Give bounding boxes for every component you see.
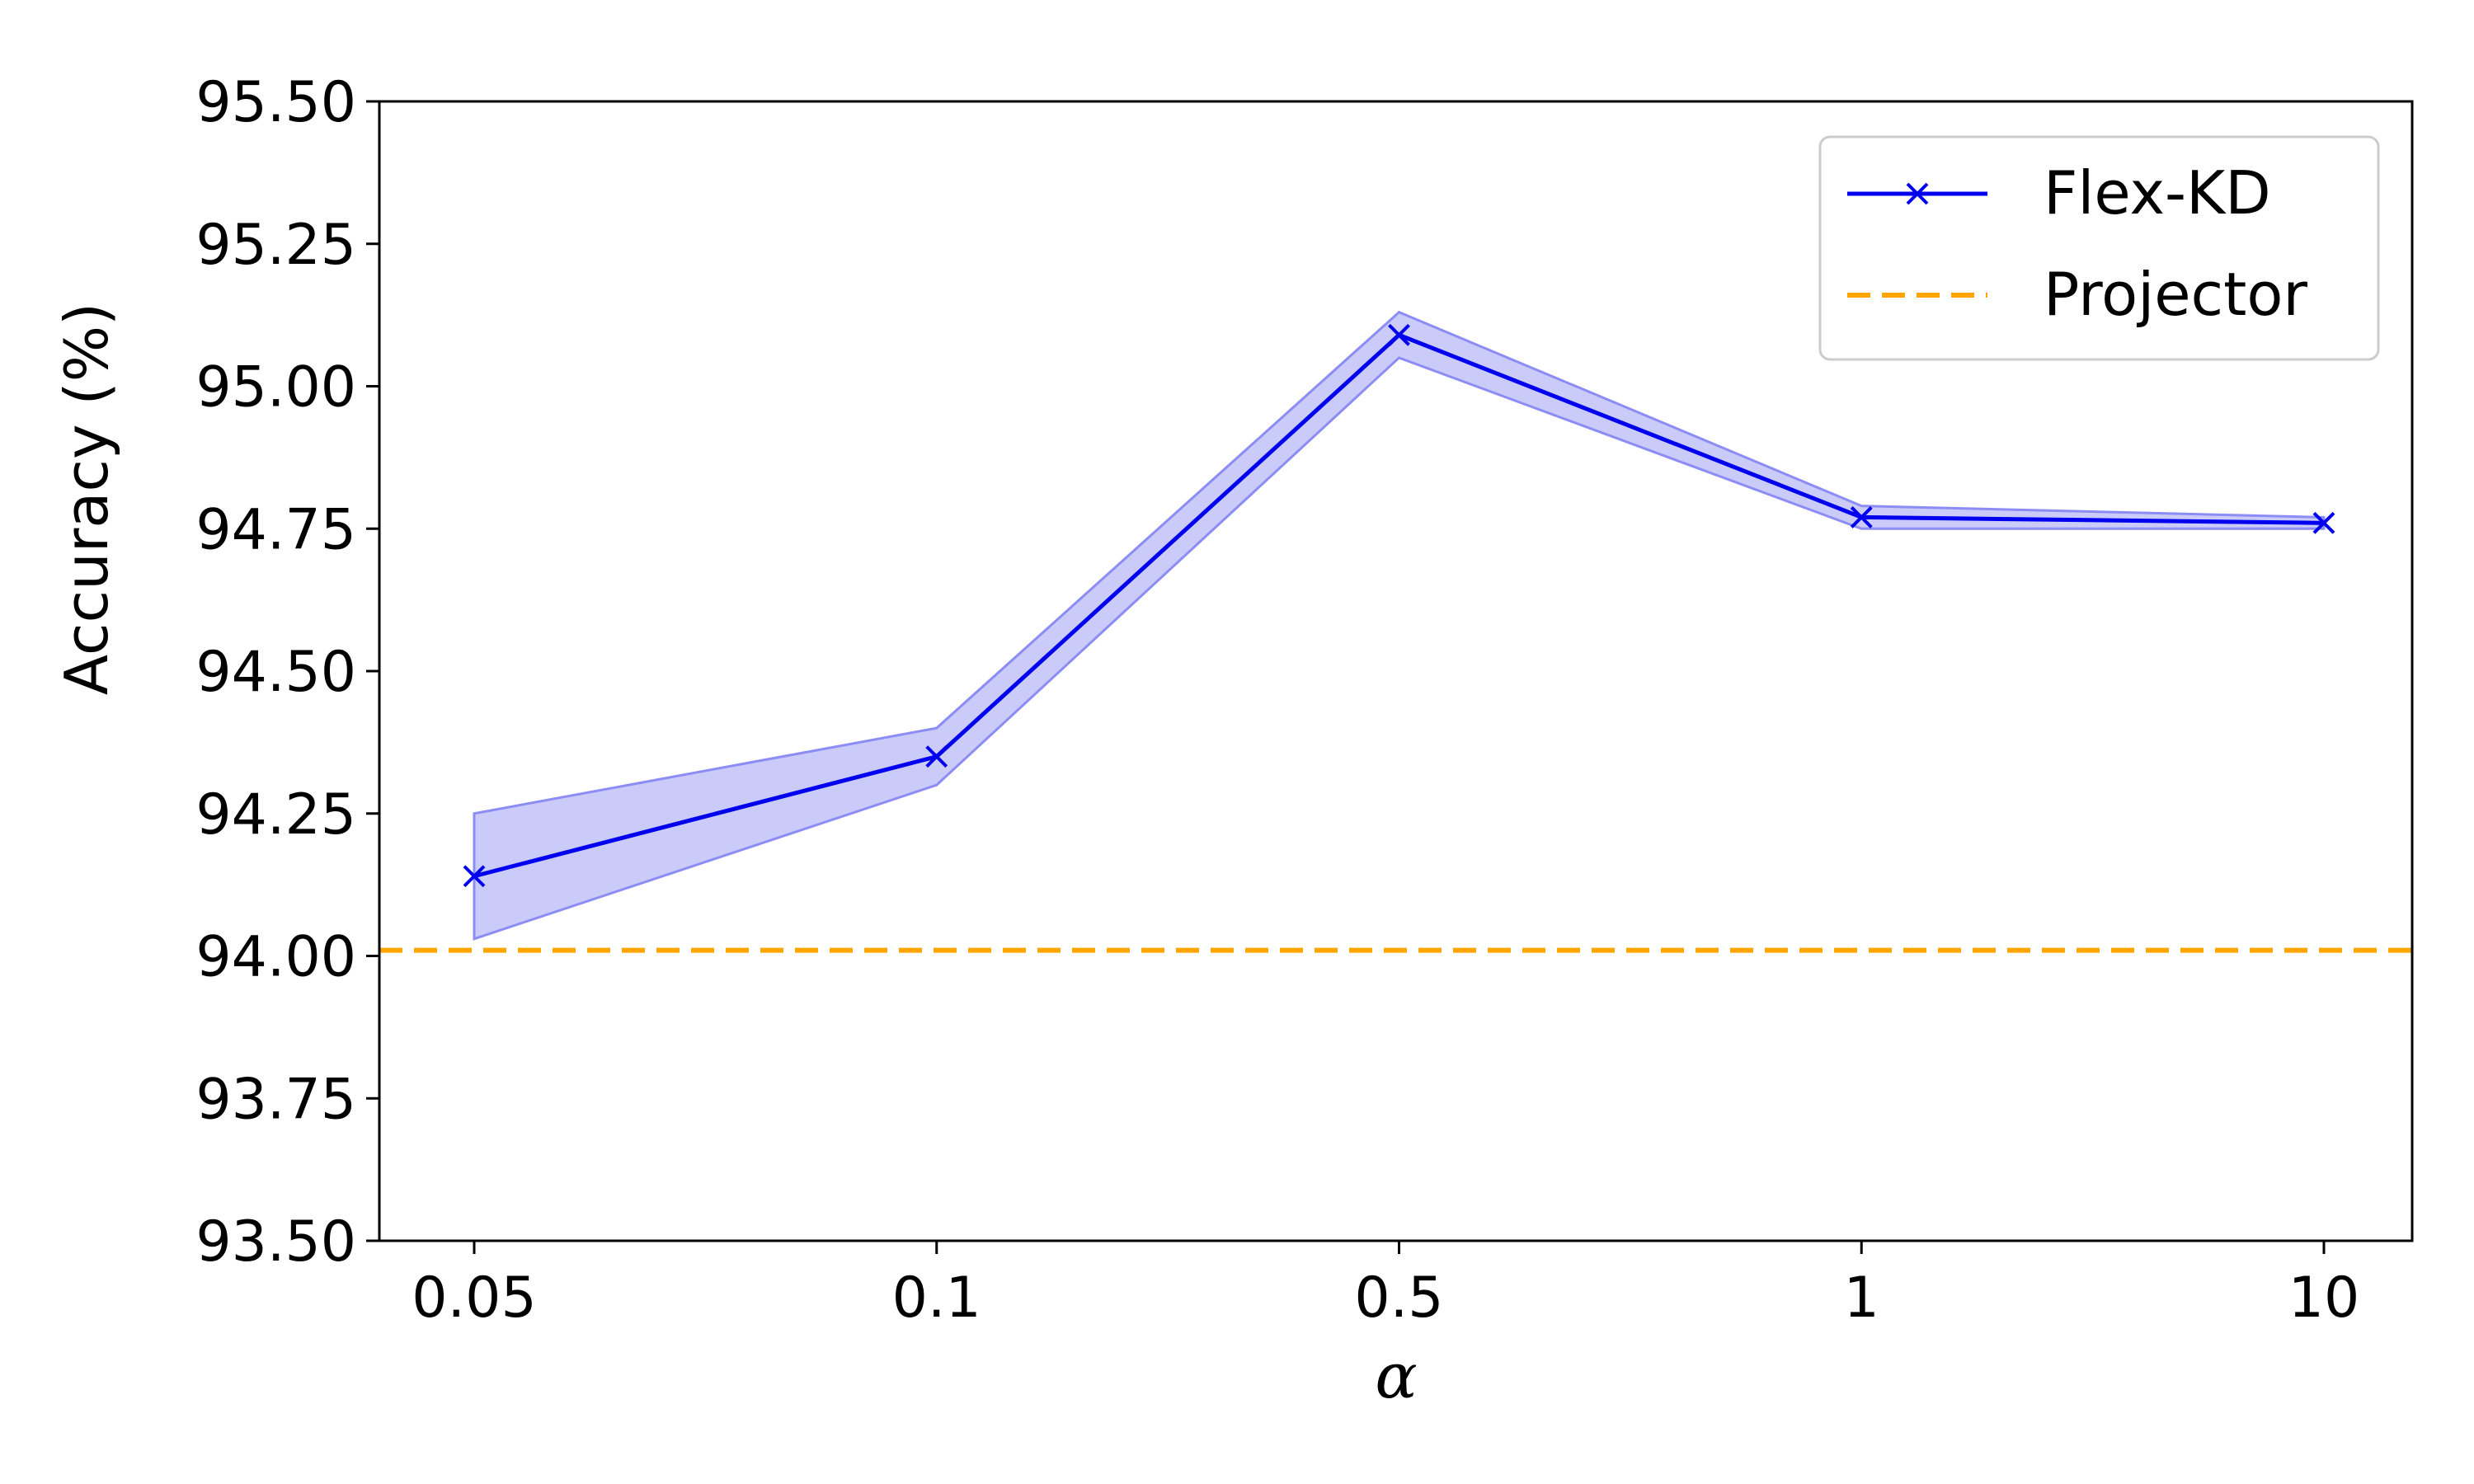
flex-kd-point: [463, 865, 486, 888]
x-tick-label: 0.1: [892, 1266, 981, 1331]
x-tick-label: 1: [1844, 1266, 1879, 1331]
y-tick-label: 95.25: [195, 213, 356, 278]
plot-area: [379, 310, 2412, 953]
y-tick-label: 94.75: [195, 497, 356, 562]
flex-kd-point: [1850, 506, 1873, 528]
legend-label-projector: Projector: [2044, 260, 2307, 329]
legend-marker-flex-kd: [1906, 182, 1929, 205]
x-axis: 0.05 0.1 0.5 1 10: [412, 1241, 2359, 1331]
y-tick-label: 93.50: [195, 1209, 356, 1275]
y-axis: 93.50 93.75 94.00 94.25 94.50 94.75 95.00 95.25…: [195, 70, 379, 1275]
flex-kd-point: [1388, 323, 1410, 346]
y-tick-label: 94.50: [195, 640, 356, 705]
legend: Flex-KD Projector: [1818, 135, 2380, 361]
flex-kd-point: [925, 745, 948, 768]
y-tick-label: 95.00: [195, 355, 356, 420]
x-tick-label: 0.05: [412, 1266, 536, 1331]
flex-kd-confidence-band: [473, 310, 2326, 941]
x-axis-label: α: [1375, 1339, 1417, 1412]
y-tick-label: 94.00: [195, 925, 356, 990]
x-tick-label: 0.5: [1354, 1266, 1443, 1331]
y-axis-label: Accuracy (%): [52, 303, 121, 695]
flex-kd-point: [2312, 511, 2335, 534]
y-tick-label: 93.75: [195, 1067, 356, 1132]
x-tick-label: 10: [2288, 1266, 2360, 1331]
legend-label-flex-kd: Flex-KD: [2044, 158, 2271, 228]
y-tick-label: 94.25: [195, 782, 356, 848]
y-tick-label: 95.50: [195, 70, 356, 135]
